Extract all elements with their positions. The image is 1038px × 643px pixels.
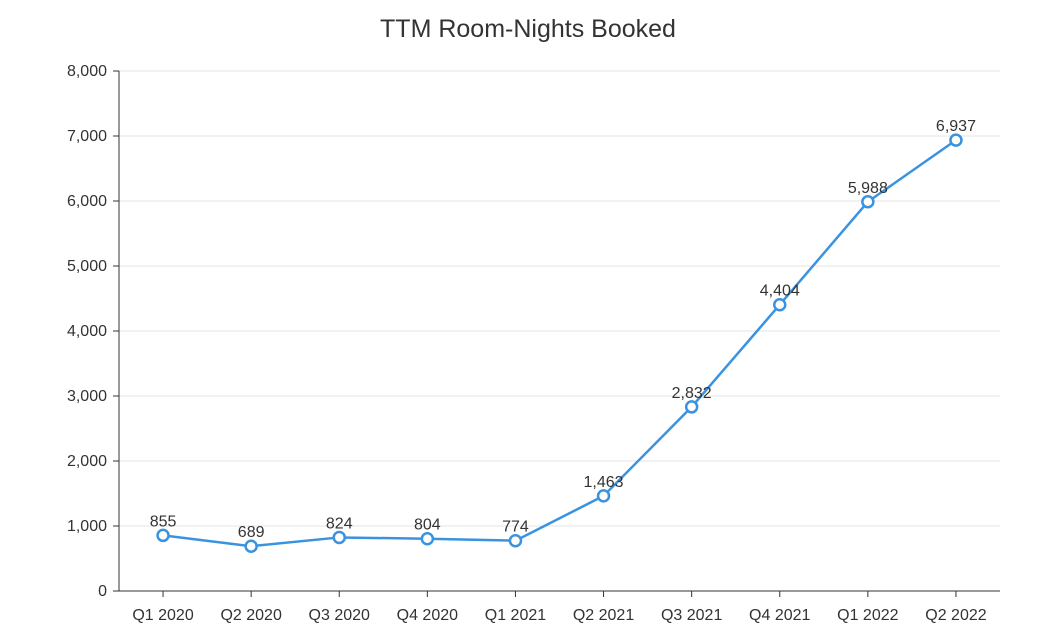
x-tick-label: Q2 2021 [573, 607, 634, 624]
x-tick-label: Q4 2021 [749, 607, 810, 624]
data-point [420, 531, 435, 546]
y-tick-label: 2,000 [67, 453, 107, 470]
y-tick-label: 6,000 [67, 193, 107, 210]
data-point [684, 400, 699, 414]
y-tick-label: 1,000 [67, 518, 107, 535]
x-tick-label: Q3 2021 [661, 607, 722, 624]
data-point [949, 133, 963, 147]
data-label: 1,463 [584, 474, 624, 491]
data-label: 4,404 [760, 283, 800, 300]
y-tick-label: 7,000 [67, 128, 107, 145]
data-labels: 855 689 824 804 774 1,463 2,832 4,404 5,988 6,937 [150, 118, 976, 541]
axes: 0 1,000 2,000 3,000 4,000 5,000 6,000 7,000 8,00… [67, 63, 1000, 624]
data-point [156, 528, 170, 543]
y-tick-label: 0 [98, 583, 107, 600]
x-tick-label: Q1 2020 [132, 607, 193, 624]
y-tick-label: 8,000 [67, 63, 107, 80]
data-label: 6,937 [936, 118, 976, 135]
data-label: 689 [238, 524, 265, 541]
y-tick-label: 4,000 [67, 323, 107, 340]
gridlines [119, 70, 1000, 527]
data-label: 2,832 [672, 385, 712, 402]
data-label: 824 [326, 515, 353, 532]
x-tick-label: Q2 2020 [220, 607, 281, 624]
series-line [162, 139, 957, 548]
x-tick-label: Q1 2021 [485, 607, 546, 624]
data-label: 804 [414, 517, 441, 534]
series-layer [156, 133, 963, 553]
x-tick-label: Q2 2022 [925, 607, 986, 624]
chart-title: TTM Room-Nights Booked [380, 15, 676, 43]
x-tick-label: Q3 2020 [309, 607, 370, 624]
data-point [861, 195, 875, 209]
data-label: 774 [502, 519, 529, 536]
x-tick-label: Q4 2020 [397, 607, 458, 624]
data-point [773, 297, 787, 312]
data-point [596, 489, 611, 503]
y-tick-label: 5,000 [67, 258, 107, 275]
data-label: 855 [150, 513, 177, 530]
x-tick-label: Q1 2022 [837, 607, 898, 624]
data-point [332, 530, 346, 545]
data-point [508, 533, 523, 548]
data-label: 5,988 [848, 180, 888, 197]
data-point [244, 539, 258, 553]
y-tick-label: 3,000 [67, 388, 107, 405]
